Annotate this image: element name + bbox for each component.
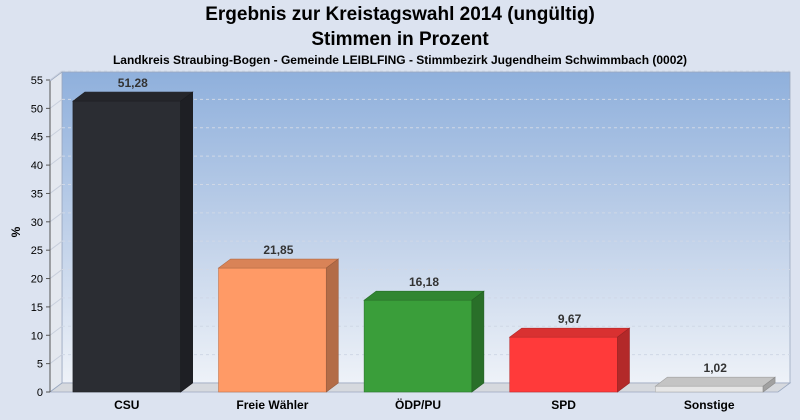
- x-tick-label: Freie Wähler: [236, 398, 308, 412]
- bar-side: [762, 376, 776, 393]
- gridline-side: [49, 240, 63, 251]
- bar-top: [217, 258, 340, 269]
- x-tick-label: CSU: [114, 398, 139, 412]
- bar-top: [508, 327, 631, 338]
- gridline-side: [49, 184, 63, 194]
- chart-location-subtitle: Landkreis Straubing-Bogen - Gemeinde LEI…: [112, 53, 688, 67]
- bar: [655, 385, 764, 393]
- bar-value-label: 9,67: [558, 312, 582, 326]
- bar-value-label: 21,85: [263, 243, 293, 257]
- bar: [72, 100, 181, 393]
- bar-value-label: 16,18: [409, 275, 439, 289]
- gridline-side: [49, 354, 63, 365]
- bar-side: [471, 290, 485, 393]
- gridline-side: [49, 127, 63, 138]
- y-tick-label: 25: [31, 245, 43, 257]
- y-tick-label: 50: [31, 103, 43, 115]
- y-tick-label: 5: [37, 359, 43, 371]
- gridline-side: [49, 70, 63, 81]
- gridline-side: [49, 212, 63, 223]
- chart-subtitle: Stimmen in Prozent: [311, 29, 489, 50]
- chart-title: Ergebnis zur Kreistagswahl 2014 (ungülti…: [205, 4, 595, 25]
- x-tick-label: SPD: [551, 398, 576, 412]
- y-tick-label: 10: [31, 330, 43, 342]
- y-tick-label: 20: [31, 274, 43, 286]
- y-tick-label: 15: [31, 302, 43, 314]
- bar-top: [363, 290, 485, 301]
- bar: [509, 336, 618, 393]
- gridline-side: [49, 297, 63, 308]
- bar: [363, 299, 473, 393]
- bar-top: [72, 91, 194, 102]
- y-tick-label: 45: [31, 132, 43, 144]
- x-tick-label: Sonstige: [684, 398, 735, 412]
- gridline-side: [49, 325, 63, 336]
- gridline-side: [49, 269, 63, 279]
- bar-top: [654, 376, 776, 387]
- plot-side-wall: [49, 71, 63, 393]
- y-tick-label: 0: [37, 387, 43, 399]
- y-tick-label: 30: [31, 217, 43, 229]
- bar: [218, 267, 327, 393]
- gridline-side: [49, 155, 63, 166]
- y-tick-label: 40: [31, 160, 43, 172]
- bar-value-label: 51,28: [118, 76, 148, 90]
- y-tick-label: 35: [31, 188, 43, 200]
- y-axis-label: %: [9, 226, 23, 237]
- x-tick-label: ÖDP/PU: [395, 397, 441, 412]
- y-tick-label: 55: [31, 75, 43, 87]
- bar-side: [180, 91, 193, 393]
- gridline-side: [49, 98, 63, 109]
- bar-value-label: 1,02: [704, 361, 728, 375]
- bar-side: [325, 258, 339, 393]
- bar-side: [617, 327, 630, 393]
